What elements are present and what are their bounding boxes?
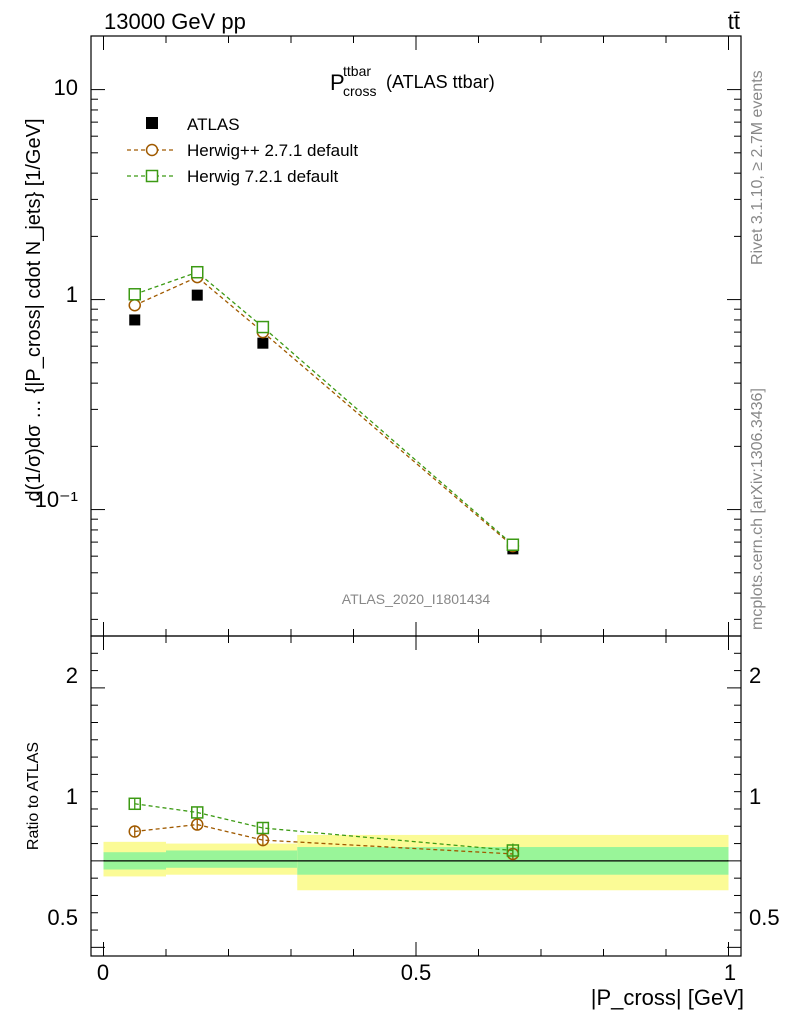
- main-ylabel: d(1/σ)dσ … {|P_cross| cdot N_jets} [1/Ge…: [23, 118, 45, 501]
- ratio-point-herwigpp: [191, 818, 204, 831]
- plot-title-main: P: [330, 70, 345, 95]
- data-point-herwigpp: [128, 298, 141, 312]
- data-point-herwig7: [506, 538, 520, 551]
- ratio-point-herwigpp: [256, 833, 270, 847]
- ratio-ytick-label-right-1: 1: [749, 784, 761, 809]
- ratio-ylabel: Ratio to ATLAS: [25, 742, 42, 850]
- ratio-line-herwigpp: [134, 823, 513, 855]
- ratio-ytick-label-1: 1: [66, 784, 78, 809]
- ratio-ytick-label-right-2: 2: [749, 663, 761, 688]
- ratio-ytick-label-2: 2: [66, 663, 78, 688]
- ratio-point-herwigpp: [128, 825, 141, 838]
- main-ytick-label-1: 1: [66, 282, 78, 307]
- xtick-label-0p5: 0.5: [401, 960, 432, 985]
- data-point-atlas: [129, 314, 141, 326]
- ratio-point-herwig7: [191, 806, 204, 819]
- data-point-atlas: [191, 289, 203, 301]
- ratio-point-herwig7: [128, 797, 141, 811]
- ratio-point-herwig7: [256, 821, 270, 835]
- rivet-watermark: Rivet 3.1.10, ≥ 2.7M events: [749, 70, 766, 265]
- xtick-label-1: 1: [724, 960, 736, 985]
- xtick-label-0: 0: [97, 960, 109, 985]
- legend-marker-herwig7: [145, 169, 159, 183]
- ratio-band-inner: [166, 850, 229, 868]
- plot-title-sup: ttbar: [343, 63, 371, 79]
- main-plot-marks: [128, 265, 520, 555]
- analysis-id-label: ATLAS_2020_I1801434: [342, 591, 491, 607]
- main-ylabel-text: d(1/σ)dσ … {|P_cross| cdot N_jets} [1/Ge…: [23, 118, 45, 501]
- data-point-herwig7: [191, 265, 204, 279]
- series-line-herwig7: [134, 271, 514, 546]
- rivet-watermark-text: Rivet 3.1.10, ≥ 2.7M events: [749, 70, 766, 265]
- mcplots-watermark: mcplots.cern.ch [arXiv:1306.3436]: [749, 388, 766, 630]
- plot-title-suffix: (ATLAS ttbar): [386, 72, 495, 92]
- header-right: tt̄: [728, 9, 740, 34]
- data-point-herwig7: [128, 288, 141, 301]
- ratio-ylabel-text: Ratio to ATLAS: [25, 742, 42, 850]
- ratio-panel-frame: [90, 635, 742, 957]
- ratio-line-herwig7: [134, 803, 513, 852]
- legend-marker-atlas: [146, 117, 158, 129]
- ratio-point-herwig7: [506, 844, 520, 857]
- xlabel: |P_cross| [GeV]: [591, 985, 744, 1010]
- plot-title-sub: cross: [343, 83, 376, 99]
- ratio-band-inner: [228, 850, 298, 868]
- series-line-herwigpp: [134, 276, 514, 547]
- legend-label-herwig7: Herwig 7.2.1 default: [187, 167, 338, 186]
- plot-title: P ttbar cross (ATLAS ttbar): [330, 63, 495, 99]
- legend-label-herwigpp: Herwig++ 2.7.1 default: [187, 141, 358, 160]
- ratio-plot-marks: [128, 797, 520, 861]
- ratio-uncertainty-bands: [103, 834, 729, 891]
- main-ytick-label-0p1: 10⁻¹: [35, 487, 78, 512]
- data-point-herwig7: [256, 320, 270, 334]
- main-ytick-label-10: 10: [54, 75, 78, 100]
- legend-label-atlas: ATLAS: [187, 115, 240, 134]
- legend: ATLAS Herwig++ 2.7.1 default Herwig 7.2.…: [127, 115, 358, 186]
- ratio-axis-ticks: [91, 636, 741, 956]
- legend-marker-herwigpp: [145, 143, 159, 157]
- data-point-atlas: [257, 337, 269, 349]
- mcplots-watermark-text: mcplots.cern.ch [arXiv:1306.3436]: [749, 388, 766, 630]
- ratio-ytick-label-0p5: 0.5: [47, 905, 78, 930]
- header-left: 13000 GeV pp: [104, 9, 246, 34]
- main-axis-ticks: [91, 36, 741, 636]
- ratio-ytick-label-right-0p5: 0.5: [749, 905, 780, 930]
